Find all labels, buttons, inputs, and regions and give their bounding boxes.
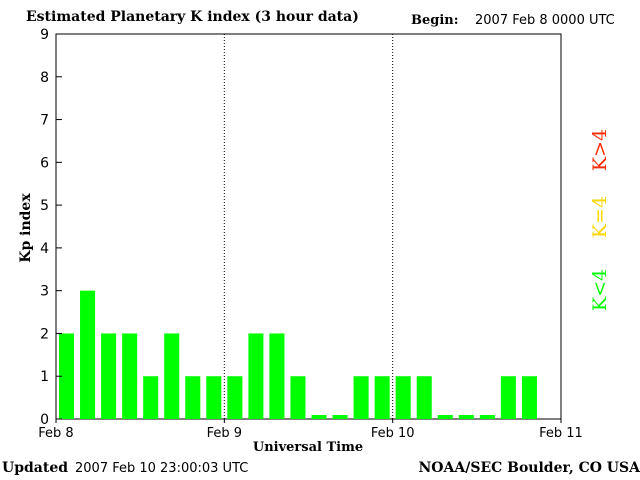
kp-bar <box>290 376 306 419</box>
chart-title: Estimated Planetary K index (3 hour data… <box>26 9 359 25</box>
begin-value: 2007 Feb 8 0000 UTC <box>475 13 615 28</box>
y-tick-label: 1 <box>40 369 49 385</box>
y-tick-label: 5 <box>40 198 49 214</box>
source-credit: NOAA/SEC Boulder, CO USA <box>418 460 640 476</box>
y-tick-label: 0 <box>40 412 49 428</box>
kp-bar <box>143 376 159 419</box>
kp-bar <box>206 376 222 419</box>
begin-label: Begin: <box>411 13 459 28</box>
y-tick-label: 7 <box>40 113 49 129</box>
kp-bar <box>227 376 243 419</box>
legend-entry-equal: K=4 <box>589 195 611 239</box>
kp-bar <box>479 415 495 419</box>
kp-bar <box>374 376 390 419</box>
legend-entry-low: K<4 <box>589 268 611 312</box>
kp-bar <box>437 415 453 419</box>
x-tick-label: Feb 9 <box>207 426 242 441</box>
kp-bar <box>185 376 201 419</box>
y-axis-label: Kp index <box>18 193 34 263</box>
y-tick-label: 6 <box>40 155 49 171</box>
kp-bar <box>311 415 327 419</box>
updated-timestamp: 2007 Feb 10 23:00:03 UTC <box>75 461 249 476</box>
kp-bar <box>101 333 117 419</box>
kp-bar <box>458 415 474 419</box>
x-tick-label: Feb 10 <box>371 426 415 441</box>
kp-bar <box>416 376 432 419</box>
kp-bar <box>248 333 264 419</box>
updated-label: Updated <box>2 460 69 476</box>
x-tick-label: Feb 8 <box>38 426 73 441</box>
y-tick-label: 8 <box>40 70 49 86</box>
legend: K<4 K=4 K>4 <box>580 110 620 330</box>
kp-bar <box>269 333 285 419</box>
y-tick-label: 2 <box>40 326 49 342</box>
kp-bar <box>500 376 516 419</box>
legend-entry-high: K>4 <box>589 128 611 172</box>
kp-bar <box>122 333 138 419</box>
kp-bar <box>353 376 369 419</box>
kp-bar <box>332 415 348 419</box>
kp-bar <box>521 376 537 419</box>
x-tick-label: Feb 11 <box>539 426 583 441</box>
plot-frame <box>55 33 562 420</box>
x-axis-label: Universal Time <box>252 440 364 455</box>
y-tick-label: 3 <box>40 284 49 300</box>
y-tick-label: 9 <box>40 27 49 43</box>
kp-bar <box>59 333 75 419</box>
kp-bar <box>395 376 411 419</box>
kp-bar <box>80 290 96 419</box>
y-tick-label: 4 <box>40 241 49 257</box>
kp-bar <box>164 333 180 419</box>
